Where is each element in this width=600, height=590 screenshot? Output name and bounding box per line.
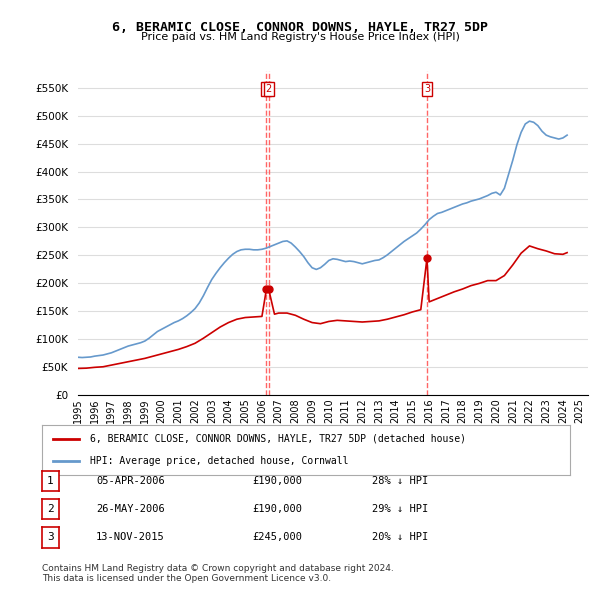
Text: 3: 3 <box>424 84 430 94</box>
Text: Price paid vs. HM Land Registry's House Price Index (HPI): Price paid vs. HM Land Registry's House … <box>140 32 460 42</box>
Text: 2: 2 <box>47 504 54 514</box>
Text: 6, BERAMIC CLOSE, CONNOR DOWNS, HAYLE, TR27 5DP: 6, BERAMIC CLOSE, CONNOR DOWNS, HAYLE, T… <box>112 21 488 34</box>
Text: 20% ↓ HPI: 20% ↓ HPI <box>372 533 428 542</box>
Text: 05-APR-2006: 05-APR-2006 <box>96 476 165 486</box>
Text: 1: 1 <box>263 84 269 94</box>
Text: 28% ↓ HPI: 28% ↓ HPI <box>372 476 428 486</box>
Text: £190,000: £190,000 <box>252 476 302 486</box>
Text: 29% ↓ HPI: 29% ↓ HPI <box>372 504 428 514</box>
Text: 26-MAY-2006: 26-MAY-2006 <box>96 504 165 514</box>
Text: HPI: Average price, detached house, Cornwall: HPI: Average price, detached house, Corn… <box>89 456 348 466</box>
Text: Contains HM Land Registry data © Crown copyright and database right 2024.
This d: Contains HM Land Registry data © Crown c… <box>42 563 394 583</box>
Text: 3: 3 <box>47 533 54 542</box>
Text: 2: 2 <box>265 84 272 94</box>
Text: £245,000: £245,000 <box>252 533 302 542</box>
Text: 6, BERAMIC CLOSE, CONNOR DOWNS, HAYLE, TR27 5DP (detached house): 6, BERAMIC CLOSE, CONNOR DOWNS, HAYLE, T… <box>89 434 466 444</box>
Text: 13-NOV-2015: 13-NOV-2015 <box>96 533 165 542</box>
Text: £190,000: £190,000 <box>252 504 302 514</box>
Text: 1: 1 <box>47 476 54 486</box>
